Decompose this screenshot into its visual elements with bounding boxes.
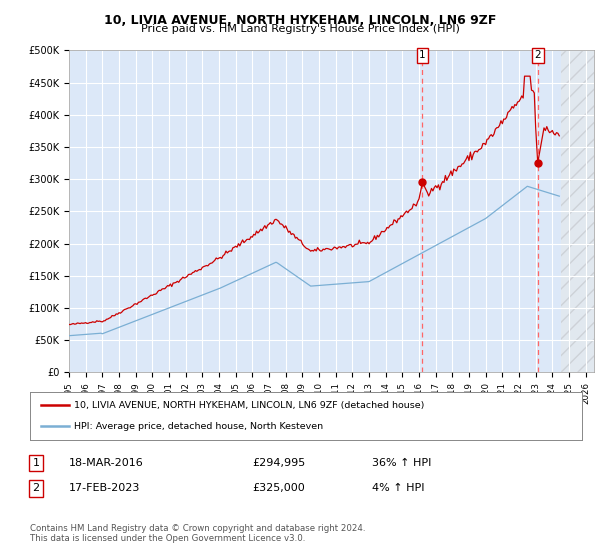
Text: 17-FEB-2023: 17-FEB-2023 bbox=[69, 483, 140, 493]
Text: 4% ↑ HPI: 4% ↑ HPI bbox=[372, 483, 425, 493]
Text: 36% ↑ HPI: 36% ↑ HPI bbox=[372, 458, 431, 468]
Text: Price paid vs. HM Land Registry's House Price Index (HPI): Price paid vs. HM Land Registry's House … bbox=[140, 24, 460, 34]
Text: 10, LIVIA AVENUE, NORTH HYKEHAM, LINCOLN, LN6 9ZF (detached house): 10, LIVIA AVENUE, NORTH HYKEHAM, LINCOLN… bbox=[74, 401, 425, 410]
Text: HPI: Average price, detached house, North Kesteven: HPI: Average price, detached house, Nort… bbox=[74, 422, 323, 431]
Text: Contains HM Land Registry data © Crown copyright and database right 2024.
This d: Contains HM Land Registry data © Crown c… bbox=[30, 524, 365, 543]
Text: 2: 2 bbox=[32, 483, 40, 493]
Text: 1: 1 bbox=[32, 458, 40, 468]
Text: 10, LIVIA AVENUE, NORTH HYKEHAM, LINCOLN, LN6 9ZF: 10, LIVIA AVENUE, NORTH HYKEHAM, LINCOLN… bbox=[104, 14, 496, 27]
Text: 1: 1 bbox=[419, 50, 426, 60]
Text: £294,995: £294,995 bbox=[252, 458, 305, 468]
Text: 2: 2 bbox=[535, 50, 541, 60]
Text: £325,000: £325,000 bbox=[252, 483, 305, 493]
Text: 18-MAR-2016: 18-MAR-2016 bbox=[69, 458, 144, 468]
